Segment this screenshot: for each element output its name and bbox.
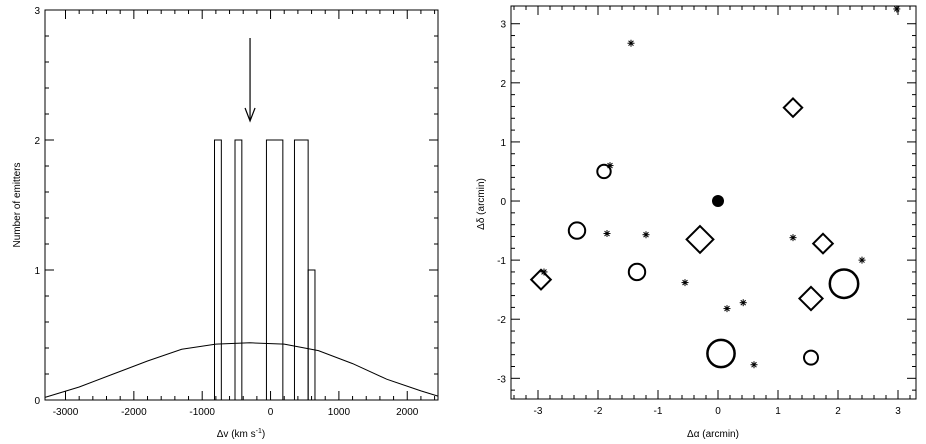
scatter-point-diamond — [797, 285, 825, 312]
scatter-point-circle — [828, 268, 860, 300]
scatter-point-circle — [567, 221, 587, 240]
scatter-point-circle — [627, 262, 647, 282]
scatter-x-axis-label: Δα (arcmin) — [687, 429, 739, 440]
scatter-point-asterisk — [681, 279, 689, 287]
y-tick-label: 2 — [34, 136, 40, 147]
x-tick-label: -3 — [534, 406, 543, 417]
y-tick-label: 3 — [34, 6, 40, 17]
scatter-panel: -3 -2 -1 0 1 2 3 -3 -2 -1 0 1 2 3 Δα (arcmin) Δδ (arc… — [476, 5, 917, 440]
scatter-point-diamond — [782, 97, 804, 119]
y-tick-label: 1 — [500, 138, 506, 149]
scatter-point-asterisk — [606, 162, 614, 170]
histogram-ticks: -3000 -2000 -1000 0 1000 2000 0 1 2 3 — [34, 6, 438, 418]
histogram-bar — [307, 269, 316, 400]
scatter-point-filled-circle — [712, 195, 724, 208]
x-tick-label: 1000 — [328, 407, 351, 418]
scatter-point-asterisk — [858, 256, 866, 264]
scatter-point-circle — [803, 349, 819, 366]
histogram-y-axis-label: Number of emitters — [12, 162, 23, 247]
histogram-x-axis-label: Δv (km s-1) — [217, 428, 265, 440]
histogram-bar — [293, 139, 309, 400]
scatter-point-asterisk — [540, 268, 548, 276]
x-tick-label: 0 — [268, 407, 274, 418]
histogram-panel: -3000 -2000 -1000 0 1000 2000 0 1 2 3 Δv (km s-1)… — [12, 6, 439, 440]
y-tick-label: -3 — [497, 374, 506, 385]
y-tick-label: 0 — [34, 396, 40, 407]
y-tick-label: -1 — [497, 256, 506, 267]
histogram-bar — [234, 139, 243, 400]
scatter-point-circle — [596, 163, 612, 180]
x-tick-label: 3 — [895, 406, 901, 417]
arrow-marker — [244, 38, 256, 123]
y-tick-label: 0 — [500, 197, 506, 208]
histogram-bar — [265, 139, 284, 400]
y-tick-label: 2 — [500, 79, 506, 90]
y-tick-label: -2 — [497, 315, 506, 326]
y-tick-label: 1 — [34, 266, 40, 277]
scatter-frame — [510, 5, 917, 400]
scatter-point-diamond — [811, 232, 835, 255]
x-tick-label: -1000 — [189, 407, 215, 418]
scatter-point-asterisk — [750, 361, 758, 369]
x-axis-label-superscript: -1 — [256, 428, 262, 435]
scatter-point-circle — [706, 338, 736, 369]
x-tick-label: 2000 — [396, 407, 419, 418]
x-tick-label: -1 — [654, 406, 663, 417]
arrow-head — [244, 107, 256, 123]
x-tick-label: 1 — [775, 406, 781, 417]
scatter-point-diamond — [685, 224, 715, 255]
histogram-bins — [214, 139, 316, 400]
x-tick-label: 0 — [715, 406, 721, 417]
x-tick-label: -2000 — [121, 407, 147, 418]
scatter-point-asterisk — [642, 231, 650, 239]
histogram-bar — [214, 139, 222, 400]
x-tick-label: 2 — [835, 406, 841, 417]
x-tick-label: -3000 — [53, 407, 79, 418]
scatter-point-asterisk — [603, 230, 611, 238]
scatter-point-asterisk — [739, 299, 747, 307]
velocity-distribution-curve — [44, 342, 439, 398]
x-tick-label: -2 — [594, 406, 603, 417]
scatter-y-axis-label: Δδ (arcmin) — [476, 178, 487, 230]
y-tick-label: 3 — [500, 20, 506, 31]
scatter-point-asterisk — [723, 305, 731, 313]
scatter-point-asterisk — [893, 5, 901, 13]
scatter-point-asterisk — [627, 39, 635, 47]
scatter-points — [529, 5, 901, 369]
scatter-ticks: -3 -2 -1 0 1 2 3 -3 -2 -1 0 1 2 3 — [497, 6, 916, 417]
scatter-point-asterisk — [789, 234, 797, 242]
scatter-point-diamond — [529, 268, 553, 291]
